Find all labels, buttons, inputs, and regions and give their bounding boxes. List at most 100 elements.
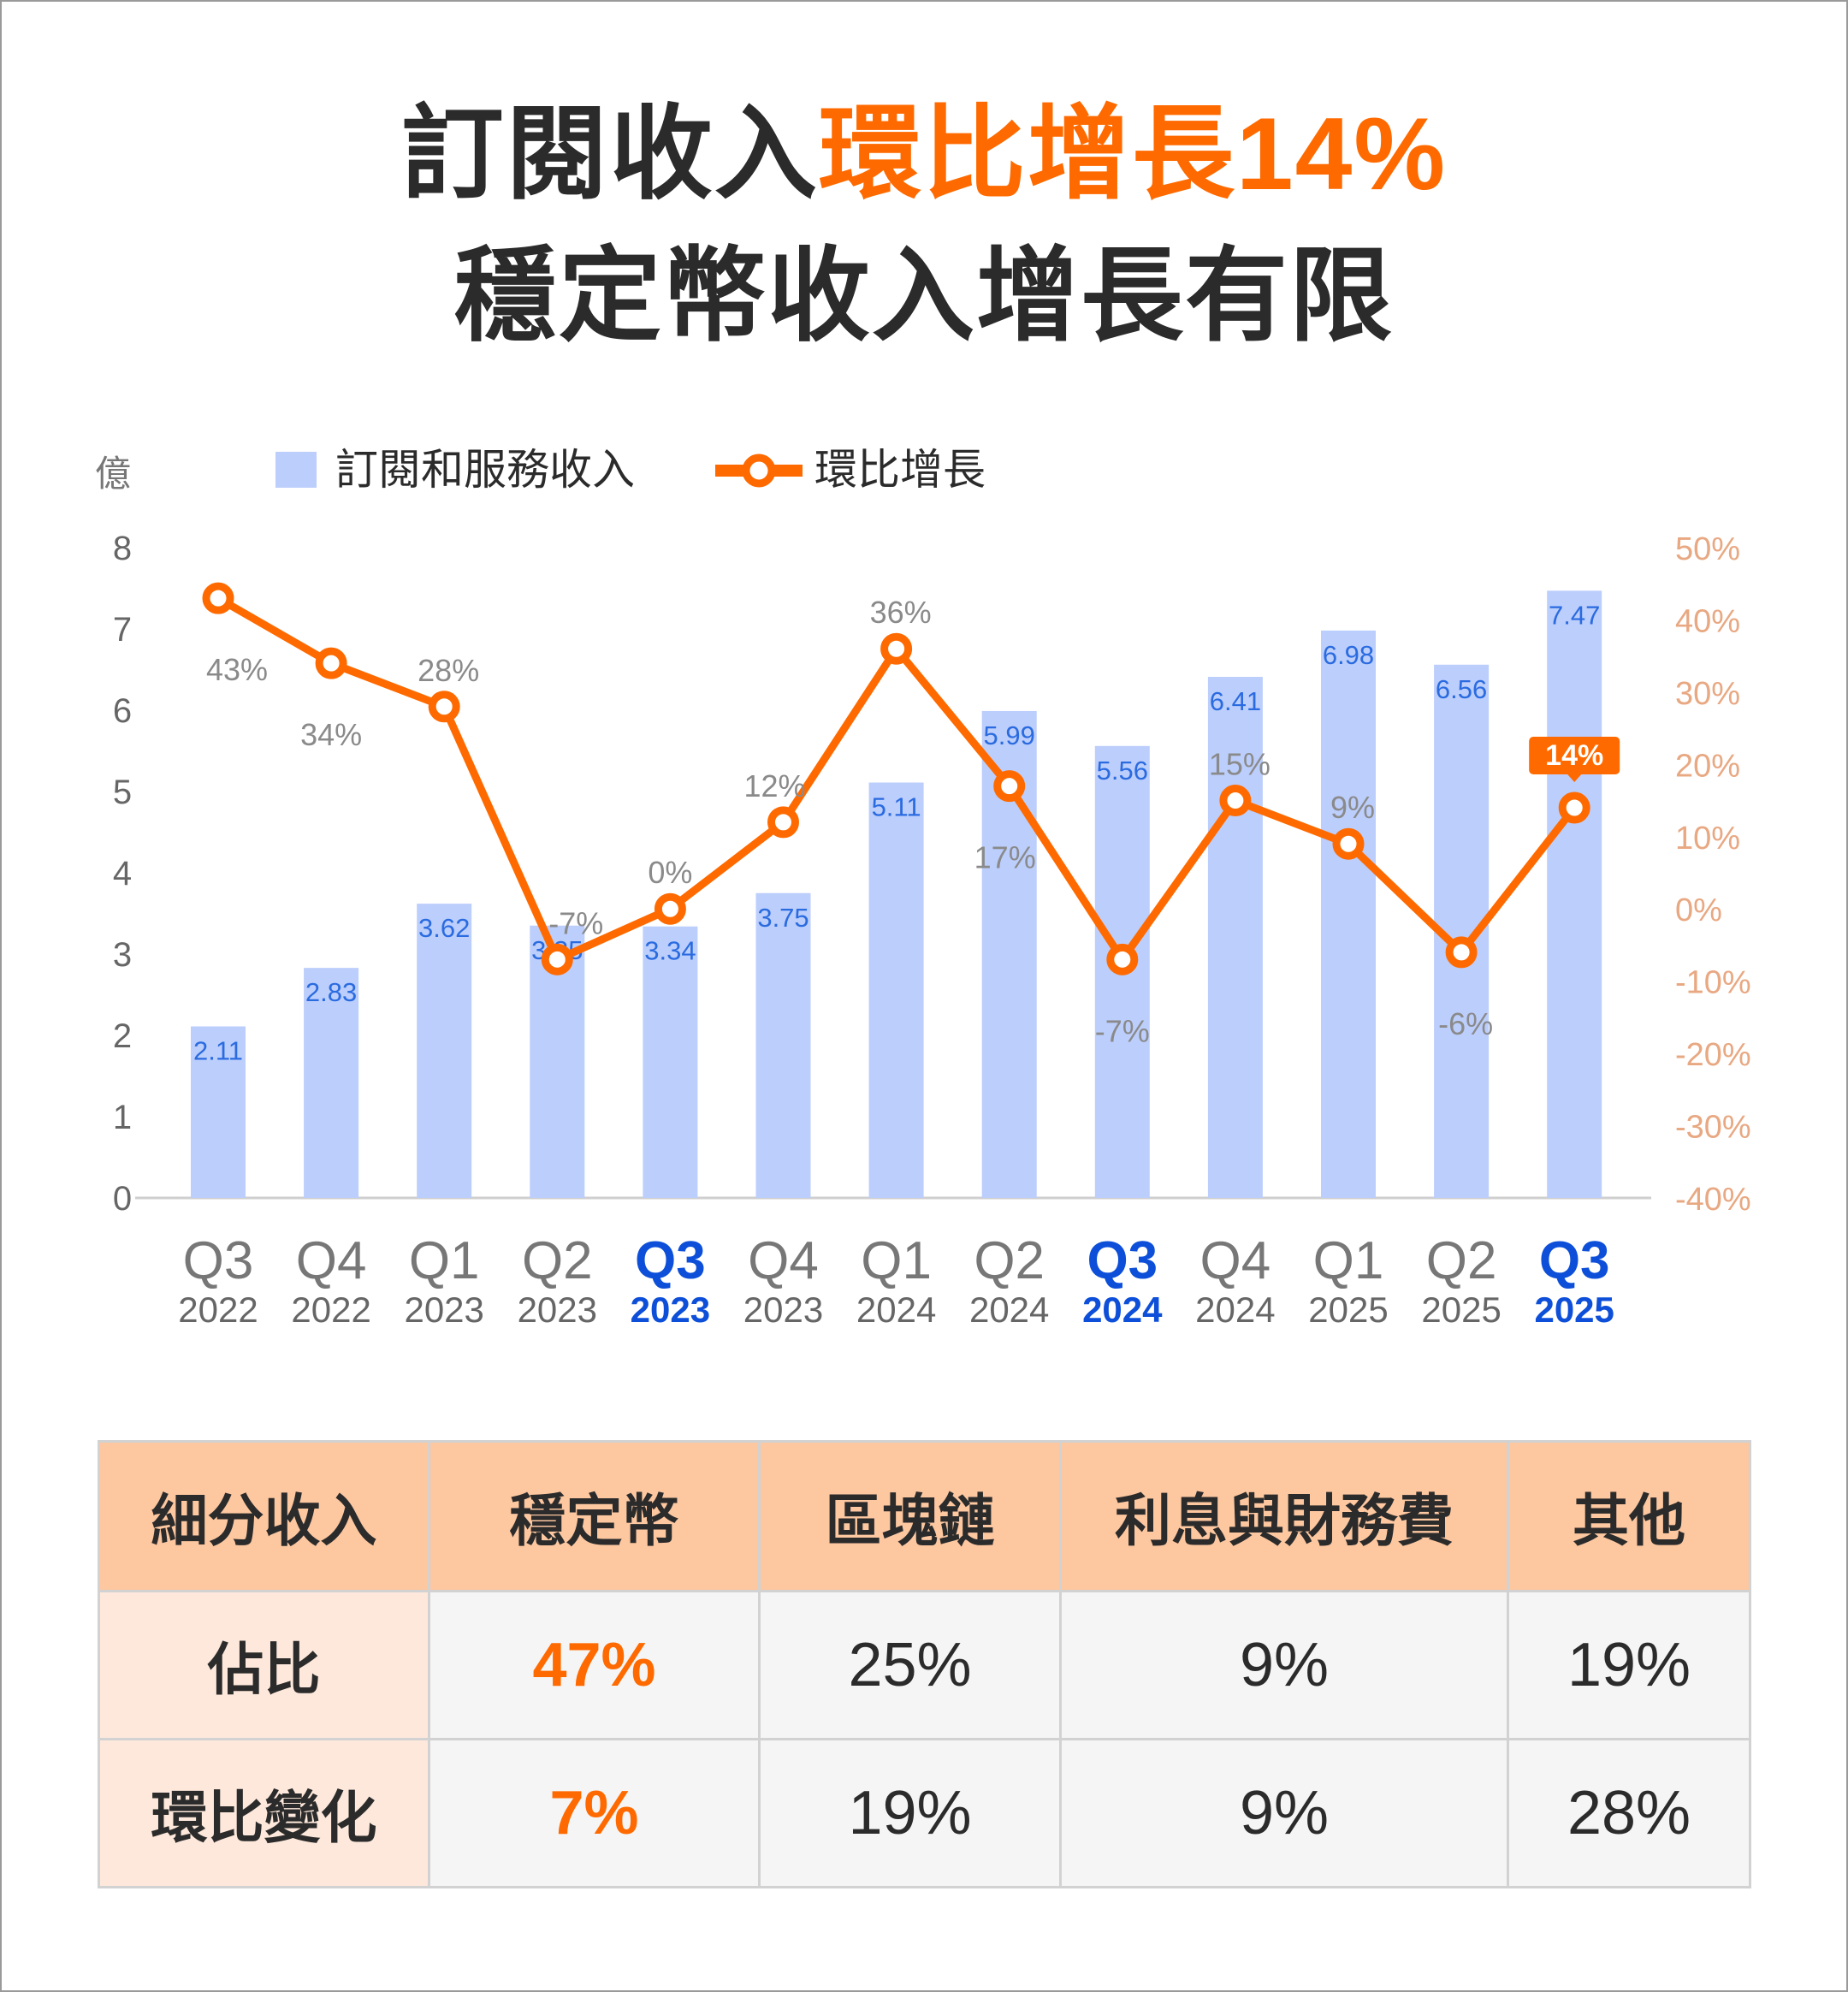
- table-cell: 47%: [428, 1590, 761, 1740]
- growth-point: [428, 691, 460, 723]
- x-tick-year: 2025: [1421, 1289, 1501, 1330]
- left-axis-tick: 7: [113, 611, 132, 649]
- x-tick-quarter: Q4: [748, 1231, 819, 1290]
- table-header: 細分收入: [98, 1440, 430, 1592]
- bar-value-label: 2.83: [305, 977, 357, 1007]
- table-cell: 9%: [1059, 1738, 1509, 1888]
- growth-point: [880, 632, 913, 665]
- left-axis-tick: 1: [113, 1099, 132, 1136]
- table-cell: 9%: [1059, 1590, 1509, 1740]
- bar: [643, 926, 698, 1198]
- x-tick-year: 2024: [1195, 1289, 1275, 1330]
- x-tick-year: 2023: [631, 1289, 710, 1330]
- x-tick-quarter: Q2: [1426, 1231, 1497, 1290]
- left-axis-tick: 2: [113, 1017, 132, 1055]
- x-tick-quarter: Q2: [974, 1231, 1045, 1290]
- x-tick-year: 2025: [1534, 1289, 1614, 1330]
- bar: [868, 782, 924, 1198]
- growth-point: [1558, 791, 1590, 824]
- growth-value-label: -7%: [548, 905, 603, 940]
- legend-label-bars: 訂閱和服務收入: [335, 446, 635, 494]
- right-axis-tick: 30%: [1675, 676, 1740, 712]
- legend-line-marker: [742, 454, 776, 488]
- table-header-row: 細分收入 穩定幣 區塊鏈 利息與財務費 其他: [98, 1440, 1751, 1592]
- x-tick-year: 2024: [1082, 1289, 1163, 1330]
- left-axis-tick: 4: [113, 855, 132, 892]
- x-tick-year: 2022: [178, 1289, 258, 1330]
- growth-point: [654, 892, 686, 925]
- table-cell: 19%: [758, 1738, 1062, 1888]
- growth-value-label: 34%: [300, 717, 362, 752]
- bar-value-label: 3.75: [757, 903, 808, 933]
- growth-point: [315, 647, 347, 679]
- right-axis-tick: -10%: [1675, 965, 1751, 1001]
- headline-line1: 訂閱收入環比增長14%: [0, 94, 1848, 214]
- right-axis-tick: 0%: [1675, 892, 1722, 928]
- table-cell: 28%: [1507, 1738, 1751, 1888]
- bar: [755, 892, 811, 1198]
- right-axis-tick: -20%: [1675, 1037, 1751, 1073]
- growth-point: [1332, 827, 1365, 860]
- bar-value-label: 6.41: [1210, 686, 1261, 716]
- bar-value-label: 7.47: [1549, 600, 1600, 630]
- bar: [1547, 590, 1602, 1198]
- bar: [304, 968, 359, 1198]
- right-axis-tick: 10%: [1675, 821, 1740, 857]
- growth-value-label: 17%: [974, 840, 1036, 875]
- growth-value-label: 12%: [743, 768, 805, 803]
- x-tick-quarter: Q3: [1539, 1231, 1610, 1290]
- growth-point: [1445, 936, 1478, 969]
- x-tick-year: 2023: [404, 1289, 483, 1330]
- table-header: 穩定幣: [428, 1440, 761, 1592]
- bar-value-label: 5.99: [984, 720, 1035, 750]
- x-tick-quarter: Q1: [861, 1231, 932, 1290]
- x-tick-year: 2023: [518, 1289, 597, 1330]
- growth-value-label: 28%: [418, 653, 479, 688]
- revenue-breakdown-table: 細分收入 穩定幣 區塊鏈 利息與財務費 其他 佔比 47% 25% 9% 19%…: [98, 1440, 1751, 1888]
- bar: [1321, 630, 1376, 1198]
- x-tick-quarter: Q4: [296, 1231, 367, 1290]
- bar: [417, 904, 472, 1198]
- left-axis-tick: 8: [113, 530, 132, 567]
- table-header: 其他: [1507, 1440, 1751, 1592]
- bar: [191, 1026, 246, 1198]
- right-axis-tick: 20%: [1675, 748, 1740, 784]
- x-tick-quarter: Q3: [635, 1231, 706, 1290]
- x-tick-quarter: Q1: [1313, 1231, 1384, 1290]
- table-header: 區塊鏈: [758, 1440, 1062, 1592]
- x-tick-year: 2023: [743, 1289, 823, 1330]
- table-cell: 25%: [758, 1590, 1062, 1740]
- growth-value-label: 36%: [870, 595, 932, 630]
- x-tick-quarter: Q3: [1087, 1231, 1158, 1290]
- right-axis-tick: -30%: [1675, 1110, 1751, 1146]
- left-axis-tick: 0: [113, 1180, 132, 1218]
- left-axis-tick: 6: [113, 692, 132, 730]
- left-axis-tick: 5: [113, 774, 132, 811]
- headline-highlight: 環比增長14%: [818, 97, 1448, 211]
- bar-value-label: 6.56: [1436, 674, 1487, 704]
- table-header: 利息與財務費: [1059, 1440, 1509, 1592]
- x-tick-quarter: Q1: [409, 1231, 480, 1290]
- growth-point: [1219, 785, 1252, 817]
- right-axis-tick: 50%: [1675, 531, 1740, 567]
- left-axis-unit: 億: [95, 454, 131, 494]
- bar-value-label: 2.11: [193, 1036, 243, 1066]
- growth-callout-badge: [1529, 737, 1620, 774]
- right-axis-tick: -40%: [1675, 1182, 1751, 1218]
- bar-value-label: 5.56: [1097, 756, 1148, 786]
- growth-value-label: 43%: [206, 652, 268, 687]
- legend-bar-swatch: [275, 452, 317, 488]
- x-tick-year: 2022: [291, 1289, 370, 1330]
- headline-prefix: 訂閱收入: [400, 97, 819, 211]
- growth-point: [541, 943, 573, 975]
- growth-value-label: -6%: [1438, 1006, 1493, 1041]
- right-axis-tick: 40%: [1675, 603, 1740, 639]
- growth-point: [767, 806, 799, 839]
- headline-line2: 穩定幣收入增長有限: [454, 239, 1394, 353]
- bar: [1207, 677, 1263, 1198]
- growth-point: [1106, 943, 1139, 975]
- x-tick-quarter: Q4: [1200, 1231, 1271, 1290]
- row-label: 環比變化: [98, 1738, 430, 1888]
- legend-label-line: 環比增長: [814, 446, 986, 494]
